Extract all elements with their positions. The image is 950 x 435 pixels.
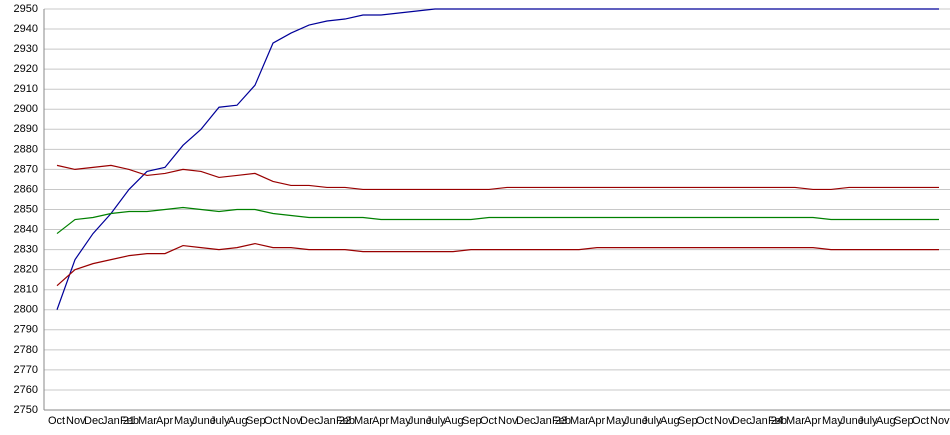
x-tick-label: May (390, 415, 411, 427)
x-tick-label: Apr (588, 415, 605, 427)
x-tick-label: June (624, 415, 648, 427)
x-tick-label: May (822, 415, 843, 427)
y-tick-label: 2780 (14, 344, 38, 356)
x-tick-label: June (408, 415, 432, 427)
y-tick-label: 2830 (14, 244, 38, 256)
y-tick-label: 2810 (14, 284, 38, 296)
y-tick-label: 2760 (14, 384, 38, 396)
x-tick-label: Nov (66, 415, 86, 427)
x-tick-label: Jan 23 (534, 415, 567, 427)
y-tick-label: 2900 (14, 103, 38, 115)
x-tick-label: Sep (894, 415, 914, 427)
x-tick-label: Dec (732, 415, 752, 427)
x-tick-label: Oct (912, 415, 929, 427)
x-tick-label: Mar (354, 415, 373, 427)
x-tick-label: Dec (84, 415, 104, 427)
x-tick-label: Aug (444, 415, 464, 427)
y-tick-label: 2770 (14, 364, 38, 376)
x-tick-label: Oct (48, 415, 65, 427)
y-tick-label: 2920 (14, 63, 38, 75)
x-tick-label: Jan 24 (750, 415, 783, 427)
y-tick-label: 2880 (14, 143, 38, 155)
y-tick-label: 2950 (14, 3, 38, 15)
x-tick-label: Dec (516, 415, 536, 427)
x-tick-label: Jan 21 (102, 415, 135, 427)
x-tick-label: Aug (660, 415, 680, 427)
x-tick-label: Mar (138, 415, 157, 427)
x-tick-label: Oct (480, 415, 497, 427)
y-tick-label: 2890 (14, 123, 38, 135)
y-tick-label: 2750 (14, 404, 38, 416)
y-tick-label: 2860 (14, 183, 38, 195)
series-line (56, 242, 939, 287)
y-tick-label: 2930 (14, 43, 38, 55)
y-tick-label: 2820 (14, 264, 38, 276)
x-tick-label: Aug (876, 415, 896, 427)
x-tick-label: July (642, 415, 662, 427)
x-tick-label: Sep (246, 415, 266, 427)
series-line (56, 8, 939, 310)
x-tick-label: May (174, 415, 195, 427)
x-tick-label: Apr (804, 415, 821, 427)
x-tick-label: Dec (300, 415, 320, 427)
x-tick-label: Oct (696, 415, 713, 427)
x-tick-label: Feb (768, 415, 787, 427)
x-tick-label: June (192, 415, 216, 427)
x-tick-label: Sep (462, 415, 482, 427)
y-tick-label: 2910 (14, 83, 38, 95)
y-tick-label: 2840 (14, 223, 38, 235)
y-tick-label: 2940 (14, 23, 38, 35)
x-tick-label: Sep (678, 415, 698, 427)
y-tick-label: 2790 (14, 324, 38, 336)
x-tick-label: July (426, 415, 446, 427)
series-line (56, 206, 939, 235)
series-line (56, 164, 939, 191)
x-tick-label: Feb (336, 415, 355, 427)
x-tick-label: Aug (228, 415, 248, 427)
x-tick-label: Apr (372, 415, 389, 427)
y-tick-label: 2800 (14, 304, 38, 316)
y-tick-label: 2870 (14, 163, 38, 175)
x-tick-label: Apr (156, 415, 173, 427)
x-tick-label: May (606, 415, 627, 427)
x-tick-label: July (858, 415, 878, 427)
x-tick-label: Oct (264, 415, 281, 427)
x-tick-label: Mar (570, 415, 589, 427)
x-tick-label: Nov (714, 415, 734, 427)
y-tick-label: 2850 (14, 203, 38, 215)
x-tick-label: Jan 22 (318, 415, 351, 427)
x-tick-label: Nov (930, 415, 950, 427)
x-tick-label: Feb (552, 415, 571, 427)
x-tick-label: July (210, 415, 230, 427)
x-tick-label: Mar (786, 415, 805, 427)
x-tick-label: Feb (120, 415, 139, 427)
x-tick-label: June (840, 415, 864, 427)
x-tick-label: Nov (498, 415, 518, 427)
x-tick-label: Nov (282, 415, 302, 427)
